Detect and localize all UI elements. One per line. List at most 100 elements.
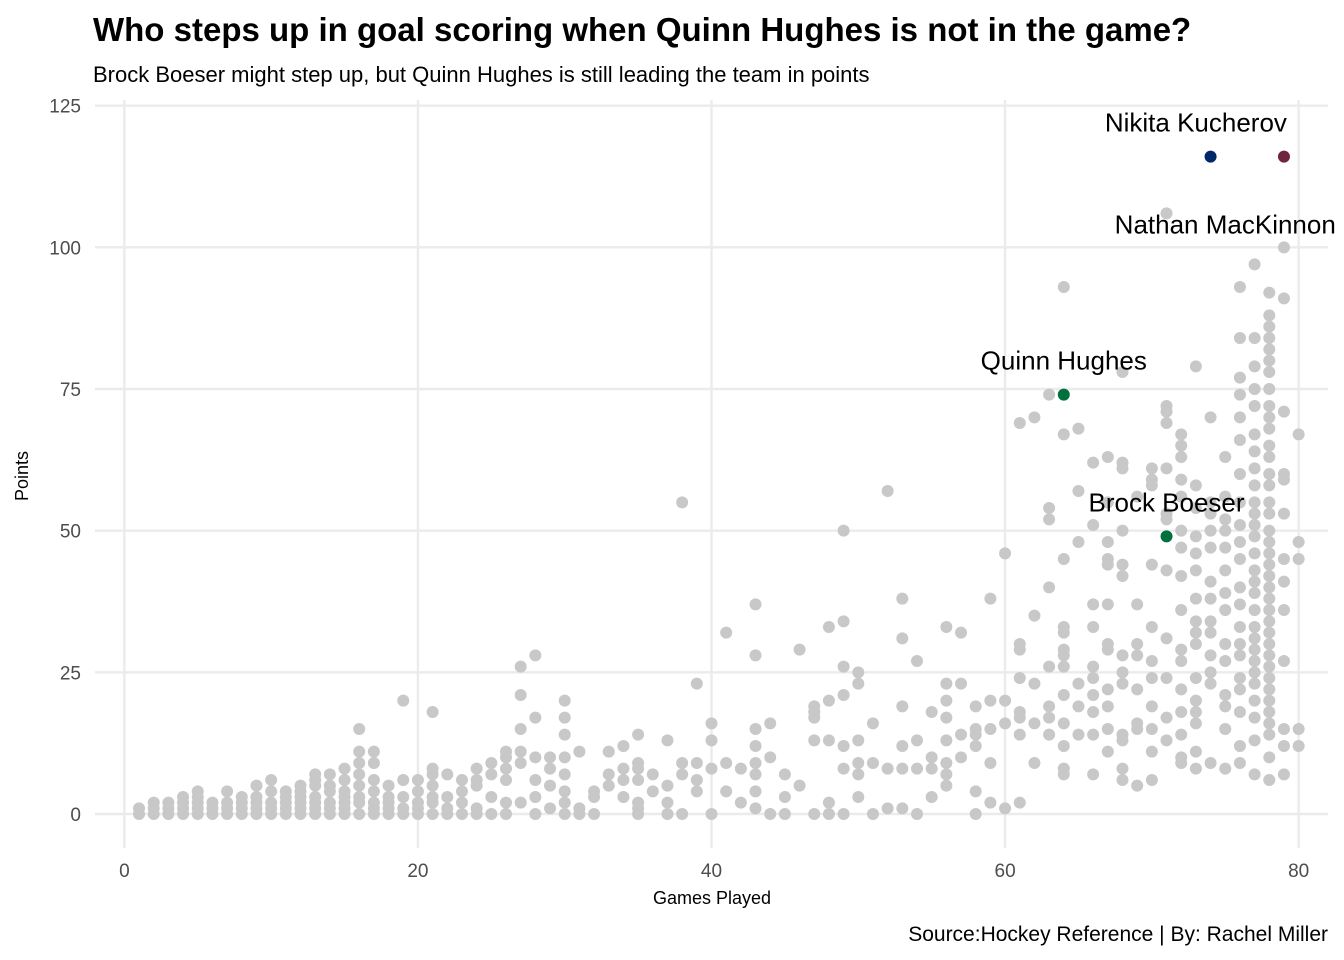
- highlighted-point: [1204, 150, 1217, 163]
- data-point: [1248, 428, 1261, 441]
- data-point: [955, 677, 968, 690]
- data-point: [1263, 581, 1276, 594]
- data-point: [1292, 740, 1305, 752]
- x-tick-label: 40: [701, 861, 722, 882]
- data-point: [250, 779, 263, 792]
- data-point: [852, 768, 865, 781]
- data-point: [720, 785, 733, 798]
- data-point: [1160, 711, 1173, 724]
- data-point: [1087, 456, 1100, 469]
- data-point: [969, 723, 982, 735]
- data-point: [1057, 660, 1070, 673]
- data-point: [1233, 468, 1246, 480]
- data-point: [632, 774, 645, 786]
- data-point: [1189, 479, 1202, 492]
- data-point: [1219, 689, 1232, 701]
- data-point: [749, 598, 762, 611]
- data-point: [1204, 649, 1217, 662]
- y-axis-title: Points: [12, 451, 32, 501]
- data-point: [1263, 451, 1276, 463]
- data-point: [1189, 762, 1202, 775]
- data-point: [866, 717, 879, 730]
- data-point: [925, 791, 938, 803]
- data-point: [558, 711, 571, 724]
- data-point: [1175, 706, 1188, 718]
- data-point: [1248, 507, 1261, 520]
- data-point: [1087, 689, 1100, 701]
- data-point: [808, 706, 821, 718]
- data-point: [1145, 774, 1158, 786]
- data-point: [1013, 706, 1026, 718]
- data-point: [1189, 547, 1202, 560]
- data-point: [1263, 547, 1276, 560]
- data-point: [1175, 751, 1188, 764]
- data-point: [1087, 598, 1100, 611]
- data-point: [1219, 604, 1232, 616]
- data-point: [690, 774, 703, 786]
- data-point: [632, 757, 645, 769]
- data-point: [1057, 281, 1070, 293]
- data-point: [485, 768, 498, 781]
- data-point: [734, 796, 747, 809]
- data-point: [441, 802, 454, 815]
- data-point: [1043, 502, 1056, 514]
- data-point: [1263, 626, 1276, 639]
- data-point: [1087, 728, 1100, 741]
- data-point: [1145, 672, 1158, 684]
- data-point: [353, 757, 366, 769]
- data-point: [1233, 281, 1246, 293]
- data-point: [1233, 638, 1246, 650]
- data-point: [1219, 700, 1232, 713]
- data-point: [911, 655, 923, 667]
- data-point: [1277, 507, 1290, 520]
- data-point: [1263, 638, 1276, 650]
- data-point: [925, 751, 938, 764]
- data-point: [1263, 422, 1276, 435]
- data-point: [1101, 723, 1114, 735]
- data-point: [1131, 779, 1144, 792]
- data-point: [852, 677, 865, 690]
- data-point: [764, 808, 777, 820]
- data-point: [1248, 677, 1261, 690]
- y-tick-label: 25: [60, 663, 81, 684]
- data-point: [955, 626, 968, 639]
- data-point: [1131, 683, 1144, 696]
- data-point: [1219, 513, 1232, 526]
- data-point: [1072, 677, 1085, 690]
- data-point: [661, 734, 674, 747]
- data-point: [1145, 745, 1158, 758]
- data-point: [1248, 462, 1261, 475]
- data-point: [822, 734, 835, 747]
- data-point: [1219, 762, 1232, 775]
- data-point: [309, 768, 322, 781]
- data-point: [1189, 592, 1202, 605]
- data-point: [1263, 660, 1276, 673]
- data-point: [1072, 536, 1085, 548]
- data-point: [734, 762, 747, 775]
- data-point: [999, 802, 1012, 815]
- data-point: [353, 745, 366, 758]
- data-point: [1219, 524, 1232, 537]
- data-point: [544, 762, 557, 775]
- x-axis-ticks: 0 20 40 60 80: [119, 861, 1309, 882]
- data-point: [485, 808, 498, 820]
- data-point: [1248, 496, 1261, 509]
- data-point: [764, 717, 777, 730]
- data-point: [1116, 649, 1129, 662]
- data-point: [1145, 723, 1158, 735]
- data-point: [514, 757, 527, 769]
- data-point: [1204, 592, 1217, 605]
- data-point: [1175, 473, 1188, 486]
- data-point: [1175, 524, 1188, 537]
- data-point: [984, 723, 997, 735]
- data-point: [1263, 411, 1276, 424]
- data-point: [323, 768, 336, 781]
- data-point: [514, 723, 527, 735]
- data-point: [1057, 762, 1070, 775]
- data-point: [940, 768, 953, 781]
- data-point: [1131, 717, 1144, 730]
- data-point: [265, 774, 278, 786]
- data-point: [837, 740, 850, 752]
- data-point: [1263, 309, 1276, 322]
